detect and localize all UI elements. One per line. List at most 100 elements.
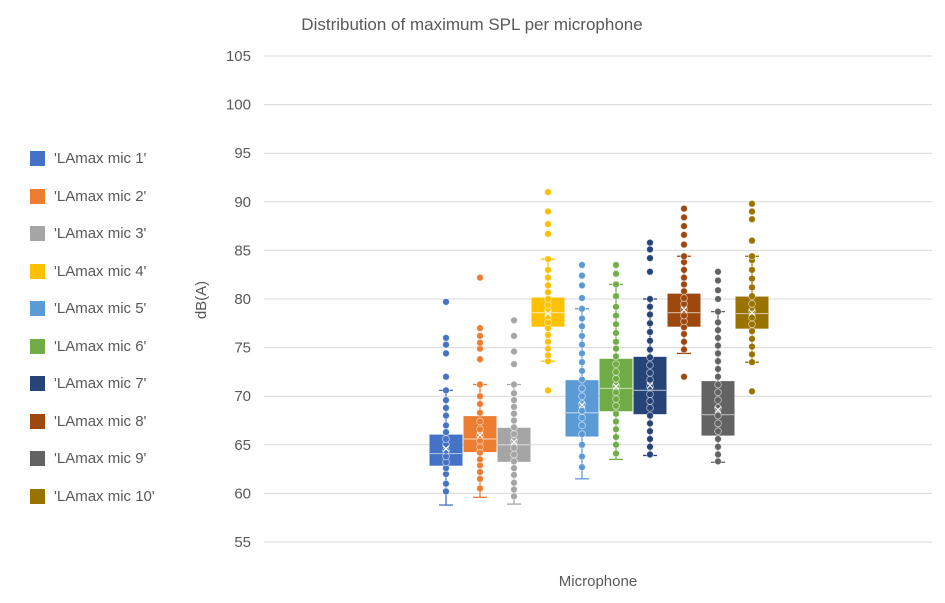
data-point bbox=[680, 330, 688, 338]
data-point bbox=[612, 374, 620, 383]
legend-item-mic-5: 'LAmax mic 5' bbox=[30, 290, 155, 328]
data-point bbox=[612, 352, 620, 361]
data-point bbox=[510, 409, 518, 418]
mean-marker bbox=[714, 406, 722, 414]
data-point bbox=[646, 397, 654, 405]
data-point bbox=[714, 276, 722, 285]
y-tick-label-75: 75 bbox=[234, 340, 251, 357]
mean-marker bbox=[544, 310, 552, 318]
data-point bbox=[714, 326, 722, 334]
data-point bbox=[442, 334, 450, 342]
data-point bbox=[476, 484, 484, 493]
data-point bbox=[578, 406, 586, 415]
data-point bbox=[612, 417, 620, 426]
data-point bbox=[510, 380, 518, 389]
legend-label: 'LAmax mic 2' bbox=[54, 187, 147, 205]
data-point bbox=[544, 288, 552, 296]
data-point bbox=[544, 207, 552, 216]
data-point bbox=[612, 449, 620, 458]
y-tick-label-100: 100 bbox=[226, 97, 251, 114]
data-point bbox=[476, 273, 484, 282]
y-tick-label-70: 70 bbox=[234, 388, 251, 405]
legend-item-mic-7: 'LAmax mic 7' bbox=[30, 365, 155, 403]
data-point bbox=[612, 395, 620, 403]
data-point bbox=[714, 427, 722, 435]
mean-stroke bbox=[510, 438, 518, 446]
legend-item-mic-2: 'LAmax mic 2' bbox=[30, 178, 155, 216]
data-point bbox=[544, 295, 552, 303]
data-point bbox=[748, 342, 756, 351]
data-point bbox=[612, 329, 620, 337]
legend-label: 'LAmax mic 5' bbox=[54, 300, 147, 318]
data-point bbox=[680, 213, 688, 222]
data-point bbox=[510, 492, 518, 501]
data-point bbox=[714, 307, 722, 316]
data-point bbox=[646, 328, 654, 336]
data-point bbox=[646, 435, 654, 443]
data-point bbox=[442, 349, 450, 358]
data-point bbox=[442, 372, 450, 381]
y-tick-label-95: 95 bbox=[234, 145, 251, 162]
data-point bbox=[544, 337, 552, 346]
data-point bbox=[748, 292, 756, 300]
mean-marker bbox=[646, 382, 654, 389]
data-point bbox=[442, 396, 450, 404]
data-point bbox=[714, 318, 722, 327]
data-point bbox=[646, 245, 654, 254]
data-point bbox=[476, 355, 484, 364]
boxplot-mic-8 bbox=[667, 204, 701, 381]
data-point bbox=[476, 417, 484, 426]
data-point bbox=[578, 440, 586, 449]
data-point bbox=[544, 255, 552, 263]
data-point bbox=[748, 335, 756, 343]
chart-title: Distribution of maximum SPL per micropho… bbox=[301, 15, 642, 34]
data-point bbox=[442, 479, 450, 488]
data-point bbox=[748, 207, 756, 216]
mean-stroke bbox=[714, 406, 722, 414]
boxplot-mic-10 bbox=[735, 199, 769, 396]
boxplot-mic-7 bbox=[633, 238, 667, 459]
legend-item-mic-10: 'LAmax mic 10' bbox=[30, 478, 155, 516]
data-point bbox=[476, 380, 484, 389]
boxplot-mic-4 bbox=[531, 188, 565, 395]
data-point bbox=[748, 266, 756, 274]
data-point bbox=[646, 310, 654, 319]
data-point bbox=[714, 295, 722, 303]
data-point bbox=[544, 266, 552, 274]
data-point bbox=[510, 403, 518, 411]
data-point bbox=[476, 324, 484, 332]
data-point bbox=[646, 450, 654, 459]
data-point bbox=[578, 413, 586, 422]
data-point bbox=[714, 341, 722, 350]
data-point bbox=[680, 240, 688, 249]
legend-item-mic-4: 'LAmax mic 4' bbox=[30, 253, 155, 291]
data-point bbox=[748, 274, 756, 283]
data-point bbox=[442, 404, 450, 412]
data-point bbox=[748, 320, 756, 329]
data-point bbox=[646, 336, 654, 345]
legend-label: 'LAmax mic 8' bbox=[54, 412, 147, 430]
data-point bbox=[510, 416, 518, 425]
data-point bbox=[680, 337, 688, 346]
data-point bbox=[442, 428, 450, 436]
data-point bbox=[442, 340, 450, 349]
data-point bbox=[510, 443, 518, 452]
legend-swatch bbox=[30, 188, 45, 204]
data-point bbox=[646, 238, 654, 247]
data-point bbox=[612, 402, 620, 410]
data-point bbox=[714, 349, 722, 358]
mean-stroke bbox=[748, 309, 756, 317]
data-point bbox=[748, 350, 756, 359]
data-point bbox=[476, 392, 484, 401]
data-point bbox=[646, 382, 654, 391]
legend-item-mic-6: 'LAmax mic 6' bbox=[30, 328, 155, 366]
data-point bbox=[680, 372, 688, 381]
data-point bbox=[646, 442, 654, 451]
mean-marker bbox=[680, 306, 688, 314]
data-point bbox=[476, 400, 484, 408]
data-point bbox=[714, 372, 722, 381]
data-point bbox=[578, 421, 586, 430]
data-point bbox=[544, 351, 552, 360]
data-point bbox=[646, 295, 654, 303]
data-point bbox=[612, 311, 620, 320]
